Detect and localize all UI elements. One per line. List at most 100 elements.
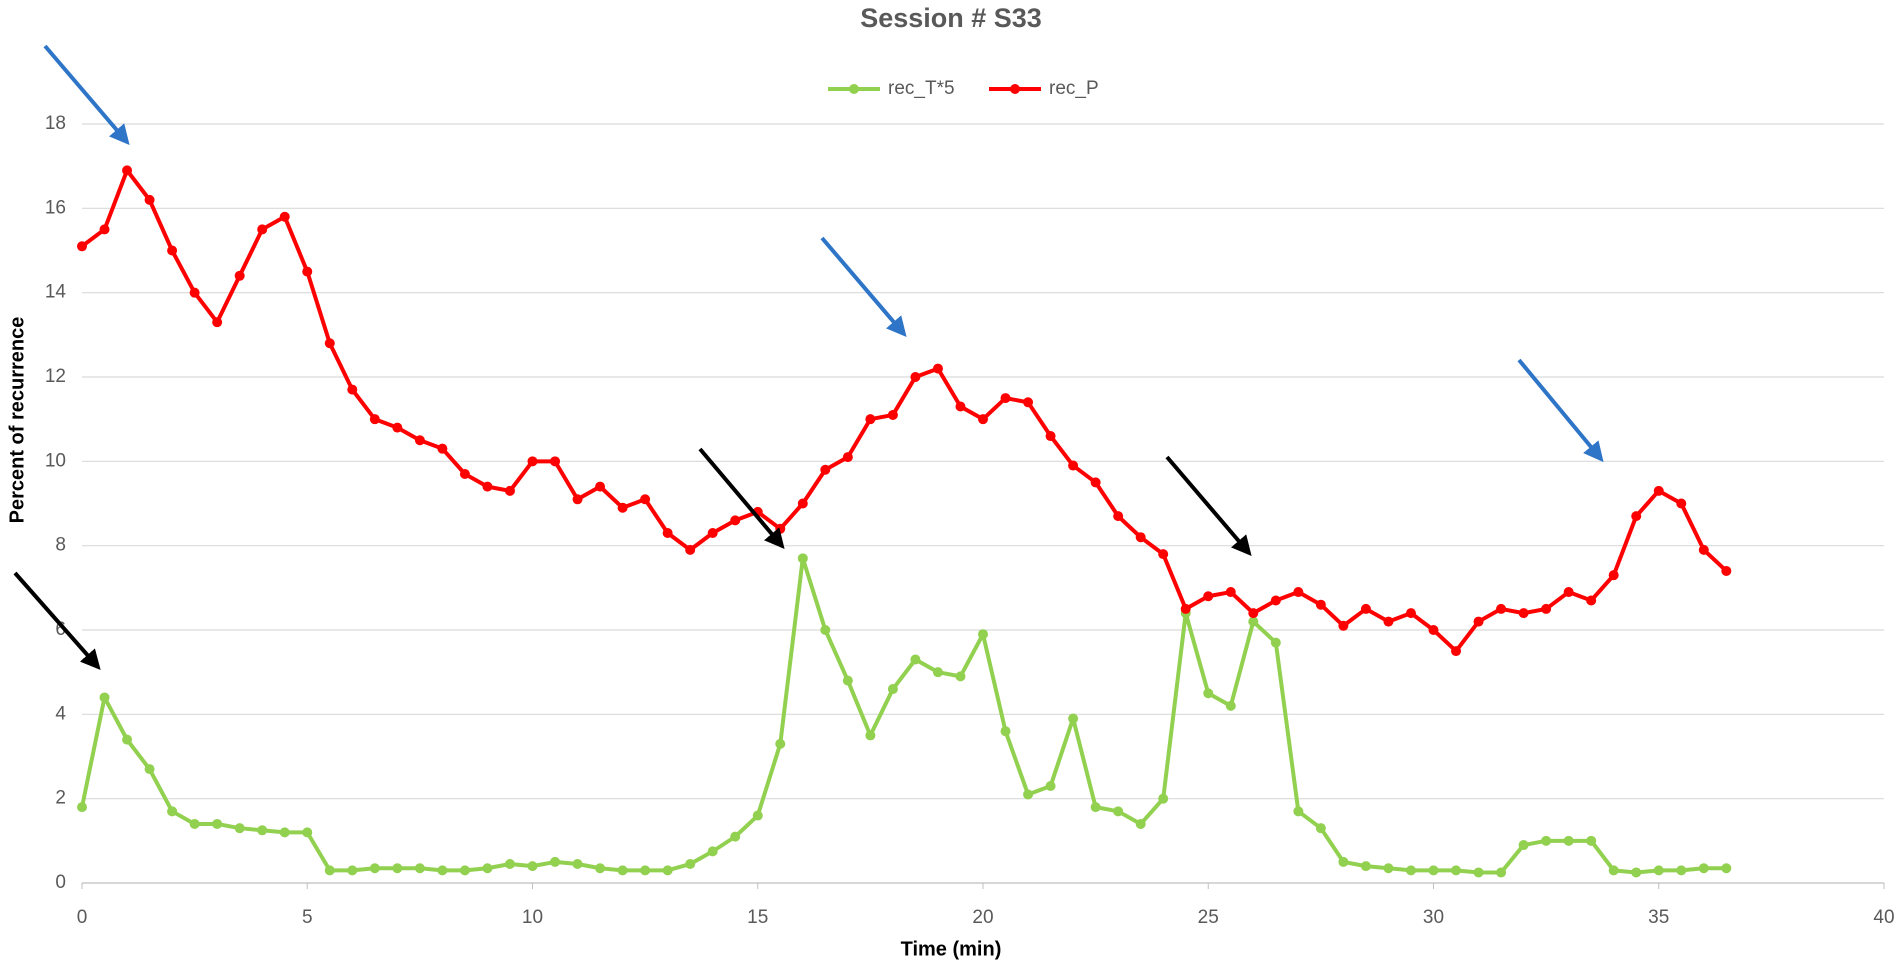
y-tick-label: 18 [45, 113, 66, 134]
data-point [932, 667, 943, 678]
data-point [212, 317, 223, 328]
data-point [1315, 823, 1326, 834]
data-point [1135, 818, 1146, 829]
plot-area: 0 2 4 6 8 10 12 14 16 18 0 5 10 15 20 25 30 35 40 rec_T*5 re… [45, 78, 1895, 928]
data-point [572, 494, 583, 505]
x-tick-label: 20 [972, 907, 993, 928]
data-point [234, 270, 245, 281]
annotations [13, 44, 1604, 670]
data-point [1518, 840, 1529, 851]
data-point [279, 211, 290, 222]
data-point [167, 245, 178, 256]
data-point [1451, 865, 1462, 876]
y-tick-label: 14 [45, 282, 67, 303]
data-point [392, 863, 403, 874]
data-point [1631, 511, 1642, 522]
data-point [1428, 865, 1439, 876]
data-point [1180, 603, 1191, 614]
data-point [1338, 856, 1349, 867]
x-tick-label: 10 [522, 907, 543, 928]
data-point [1698, 863, 1709, 874]
data-point [662, 528, 673, 539]
data-point [77, 241, 87, 252]
data-point [842, 675, 853, 686]
data-point [1608, 865, 1619, 876]
data-point [347, 865, 358, 876]
data-point [1721, 565, 1732, 576]
data-point [1676, 865, 1687, 876]
data-point [1090, 477, 1101, 488]
data-point [167, 806, 178, 817]
y-tick-label: 10 [45, 450, 66, 471]
data-point [707, 528, 718, 539]
data-point [1045, 431, 1056, 442]
data-point [1293, 587, 1304, 598]
legend-swatch [849, 84, 859, 94]
data-point [1541, 603, 1552, 614]
data-point [1541, 835, 1552, 846]
y-tick-label: 2 [55, 788, 66, 809]
legend-label: rec_T*5 [888, 78, 955, 99]
data-point [887, 684, 898, 695]
y-tick-label: 0 [55, 872, 66, 893]
data-point [414, 863, 425, 874]
data-point [122, 734, 133, 745]
data-point [1113, 511, 1124, 522]
data-point [910, 372, 921, 382]
data-point [144, 764, 155, 775]
data-point [1203, 591, 1214, 602]
data-point [1225, 700, 1236, 711]
data-point [595, 863, 606, 874]
data-point [775, 738, 786, 749]
data-point [1248, 616, 1259, 627]
y-tick-label: 6 [55, 619, 66, 640]
data-point [1135, 532, 1146, 543]
data-point [842, 452, 853, 463]
data-point [978, 629, 988, 640]
data-point [324, 338, 335, 349]
data-point [212, 818, 223, 829]
data-point [1405, 608, 1416, 619]
data-point [730, 515, 741, 526]
arrow [698, 447, 785, 550]
data-point [1293, 806, 1304, 817]
data-point [685, 544, 696, 555]
data-point [302, 827, 313, 838]
data-point [730, 831, 741, 842]
data-point [1563, 835, 1574, 846]
arrow [1165, 455, 1252, 557]
data-point [572, 859, 583, 870]
data-point [369, 863, 380, 874]
data-point [1698, 544, 1709, 555]
data-point [1383, 616, 1394, 627]
data-point [1383, 863, 1394, 874]
data-point [662, 865, 673, 876]
chart-title: Session # S33 [860, 3, 1042, 33]
data-point [955, 401, 966, 412]
y-tick-label: 12 [45, 366, 66, 387]
data-point [369, 414, 380, 425]
data-point [955, 671, 966, 682]
data-point [1676, 498, 1687, 509]
data-point [279, 827, 290, 838]
data-point [1090, 802, 1101, 813]
data-point [978, 414, 988, 425]
data-point [887, 409, 898, 420]
data-point [1496, 603, 1507, 614]
legend-label: rec_P [1049, 78, 1099, 99]
data-point [910, 654, 921, 665]
data-point [1158, 549, 1169, 560]
data-point [1203, 688, 1214, 699]
data-point [482, 481, 493, 492]
arrow [13, 571, 101, 670]
data-point [685, 859, 696, 870]
data-point [1496, 867, 1507, 878]
data-point [797, 553, 808, 564]
data-point [617, 865, 628, 876]
data-point [1721, 863, 1732, 874]
data-point [865, 414, 876, 425]
data-point [550, 456, 561, 467]
series-line [80, 168, 1728, 654]
data-point [77, 802, 87, 813]
x-tick-label: 0 [77, 907, 88, 928]
